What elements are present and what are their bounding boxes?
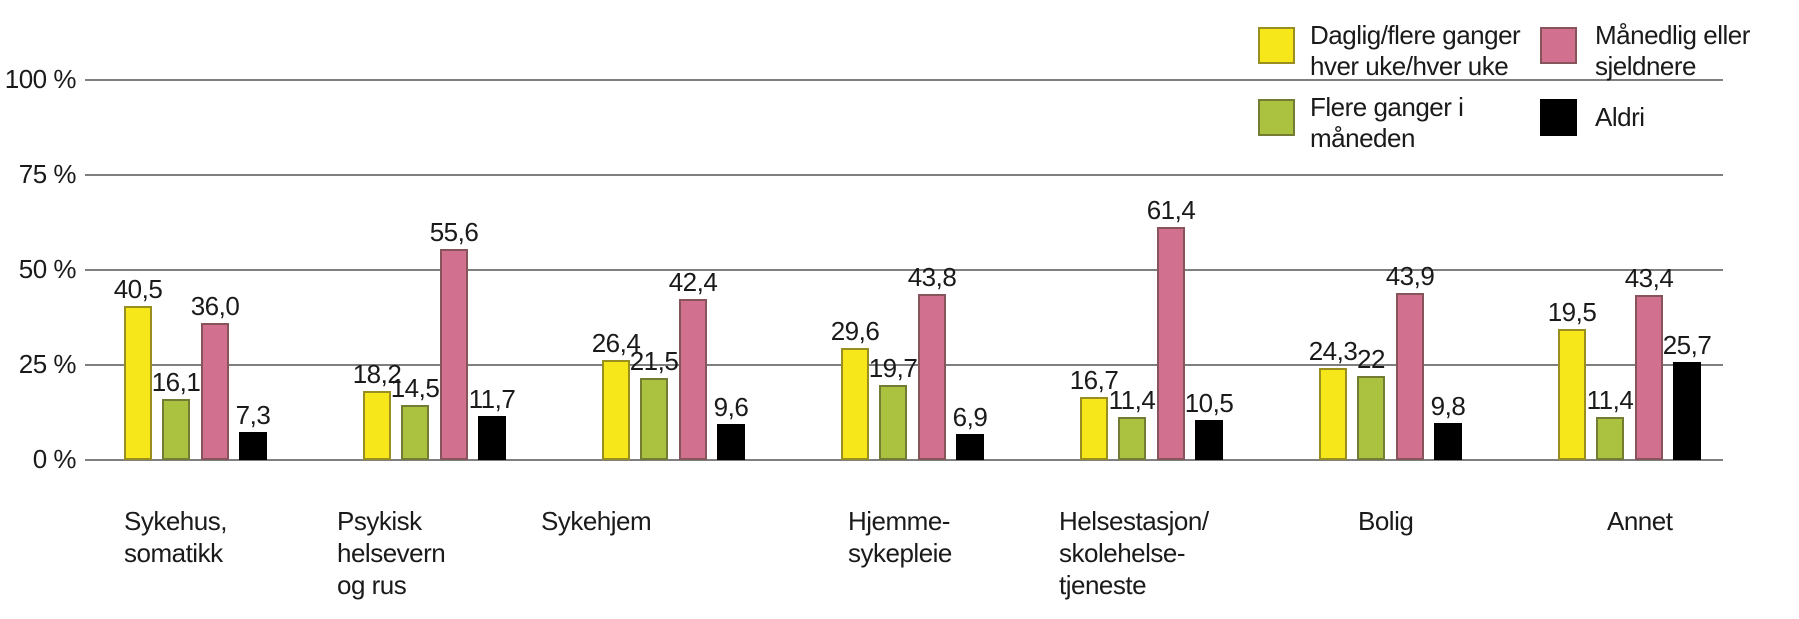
legend-label: Aldri	[1595, 102, 1645, 132]
legend-label: Månedlig eller sjeldnere	[1595, 20, 1750, 81]
y-tick-label: 50 %	[18, 253, 77, 284]
legend-swatch	[1540, 99, 1577, 136]
legend-swatch	[1540, 27, 1577, 64]
bar-value-label: 26,4	[591, 327, 641, 358]
legend-swatch	[1258, 99, 1295, 136]
bar	[401, 404, 429, 460]
legend-label: Daglig/flere ganger hver uke/hver uke	[1310, 20, 1521, 81]
y-tick-label: 25 %	[18, 348, 77, 379]
bar-value-label: 42,4	[668, 266, 718, 297]
bar-value-label: 43,8	[907, 261, 957, 292]
bar-value-label: 16,7	[1069, 364, 1119, 395]
bar	[201, 323, 229, 460]
bar	[1396, 293, 1424, 460]
bar-value-label: 11,4	[1586, 384, 1634, 415]
bar	[1434, 422, 1462, 460]
gridline-0	[85, 459, 1723, 461]
bar	[918, 293, 946, 460]
bar-value-label: 9,8	[1430, 390, 1466, 421]
gridline-100	[85, 79, 1723, 81]
category-label: Bolig	[1358, 506, 1414, 536]
bar-value-label: 21,5	[629, 346, 679, 377]
bar-value-label: 36,0	[190, 291, 240, 322]
bar-value-label: 25,7	[1662, 330, 1712, 361]
category-label: Psykisk helsevern og rus	[337, 506, 446, 600]
bar-value-label: 29,6	[830, 315, 880, 346]
bar	[1357, 376, 1385, 460]
y-tick-label: 100 %	[4, 63, 77, 94]
bar-value-label: 11,4	[1108, 384, 1156, 415]
bar-value-label: 43,9	[1385, 261, 1435, 292]
bar	[956, 433, 984, 460]
bar-value-label: 40,5	[113, 274, 163, 305]
bar	[239, 432, 267, 460]
bar-value-label: 19,7	[868, 353, 918, 384]
category-label: Annet	[1607, 506, 1673, 536]
bar-value-label: 14,5	[390, 372, 440, 403]
category-label: Helsestasjon/ skolehelse- tjeneste	[1059, 506, 1209, 600]
category-label: Hjemme- sykepleie	[848, 506, 952, 568]
bar	[478, 415, 506, 460]
bar-value-label: 19,5	[1547, 296, 1597, 327]
bar	[1157, 226, 1185, 460]
category-label: Sykehjem	[541, 506, 652, 536]
bar-value-label: 6,9	[952, 401, 988, 432]
gridline-75	[85, 174, 1723, 176]
bar-value-label: 61,4	[1146, 194, 1196, 225]
bar-value-label: 16,1	[151, 366, 201, 397]
bar	[1118, 416, 1146, 460]
bar-value-label: 18,2	[352, 358, 402, 389]
bar	[1673, 362, 1701, 460]
bar	[879, 385, 907, 460]
bar	[1558, 328, 1586, 460]
bar-value-label: 9,6	[713, 391, 749, 422]
bar	[1080, 396, 1108, 460]
bar	[1635, 295, 1663, 460]
bar	[1596, 416, 1624, 460]
bar	[640, 378, 668, 460]
legend-label: Flere ganger i måneden	[1310, 92, 1464, 153]
bar	[124, 306, 152, 460]
bar	[162, 398, 190, 460]
bar-value-label: 22	[1357, 344, 1385, 375]
bar	[841, 347, 869, 460]
bar-value-label: 10,5	[1184, 388, 1234, 419]
gridline-50	[85, 269, 1723, 271]
gridline-25	[85, 364, 1723, 366]
bar	[679, 298, 707, 460]
y-tick-label: 75 %	[18, 158, 77, 189]
bar-value-label: 24,3	[1308, 335, 1358, 366]
bar	[1195, 420, 1223, 460]
bar-value-label: 7,3	[235, 400, 271, 431]
category-label: Sykehus, somatikk	[124, 506, 227, 568]
bar-value-label: 11,7	[468, 383, 516, 414]
bar-value-label: 55,6	[429, 216, 479, 247]
bar	[602, 359, 630, 460]
bar	[717, 423, 745, 460]
bar	[440, 248, 468, 460]
legend-swatch	[1258, 27, 1295, 64]
bar-value-label: 43,4	[1624, 263, 1674, 294]
bar	[1319, 367, 1347, 460]
y-tick-label: 0 %	[32, 443, 77, 474]
bar	[363, 390, 391, 460]
